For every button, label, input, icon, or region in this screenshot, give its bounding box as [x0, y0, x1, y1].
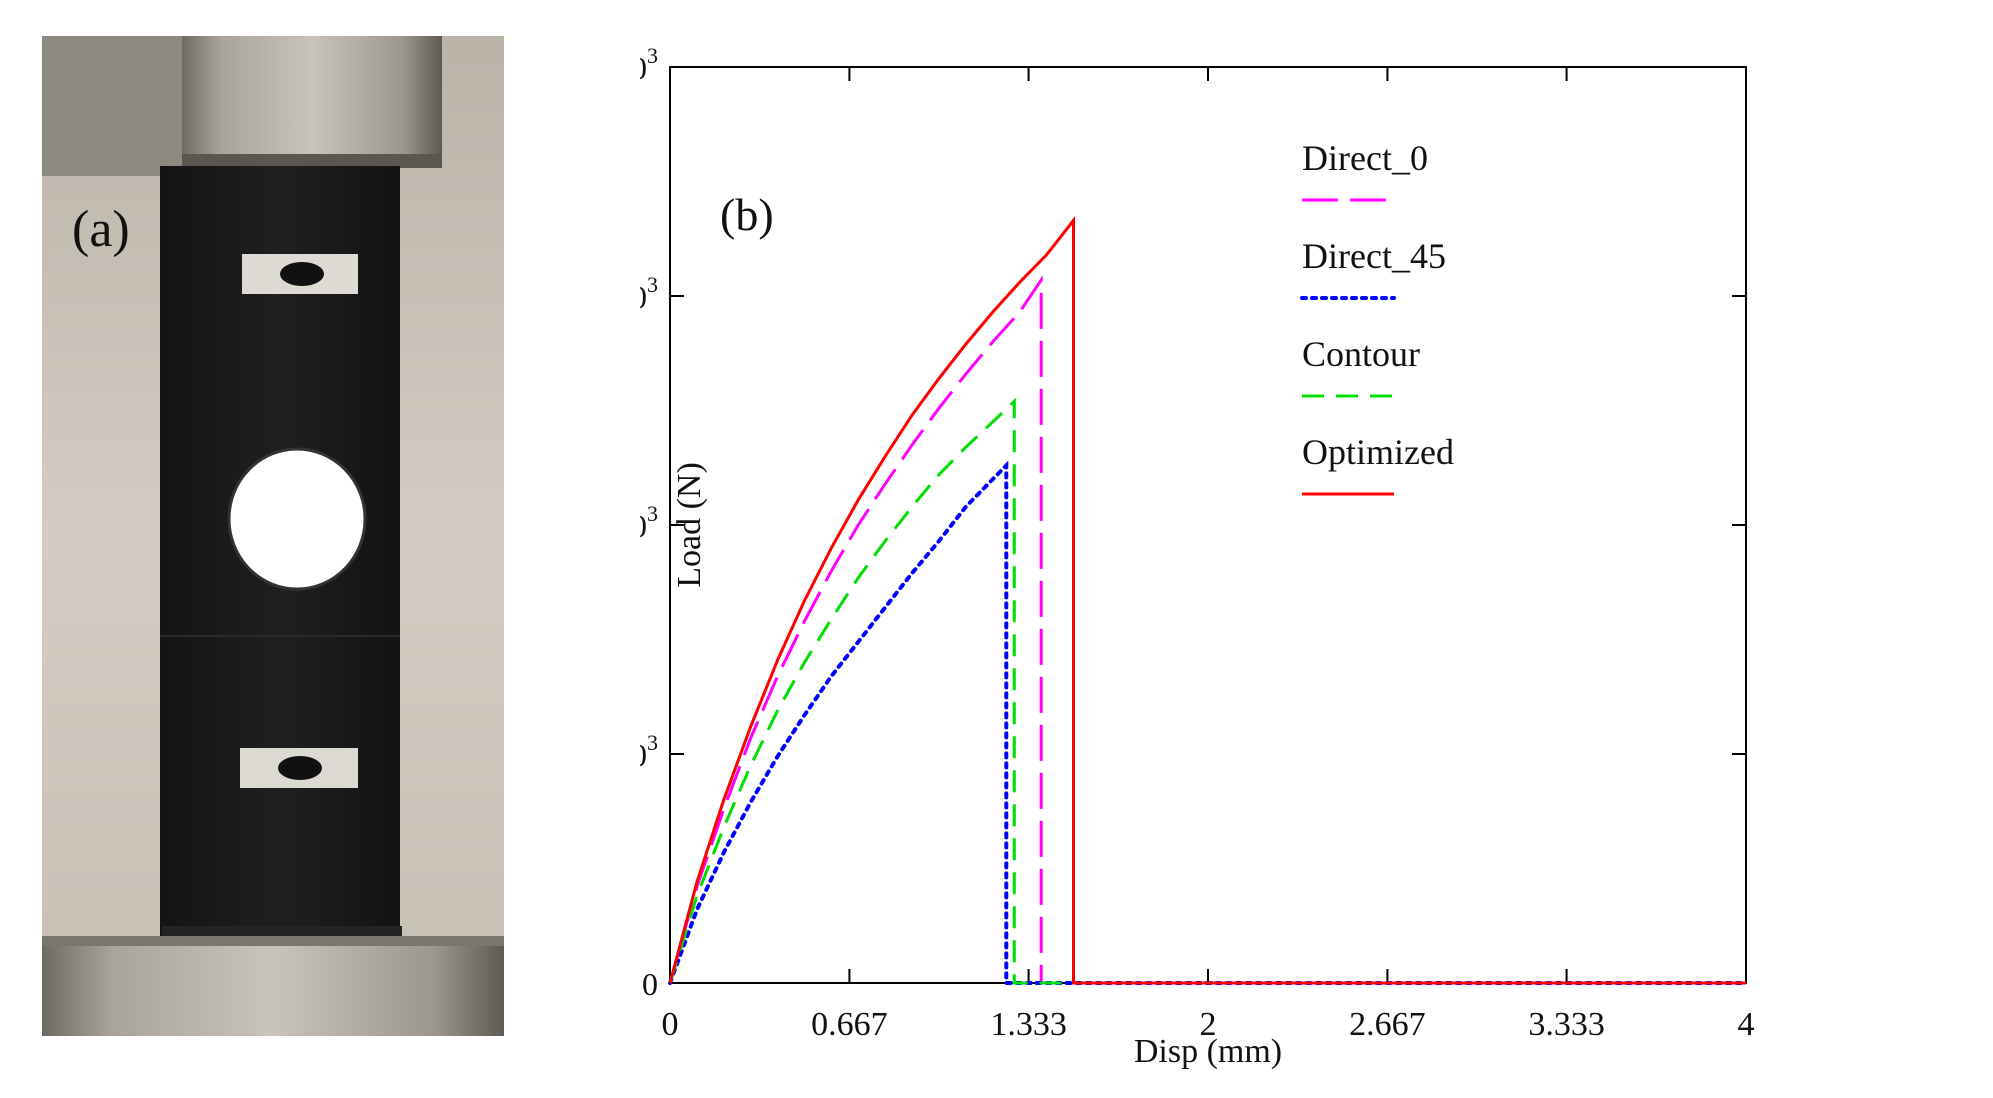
x-tick-label: 4: [1738, 1006, 1755, 1043]
specimen-hole: [227, 447, 367, 591]
y-tick-label: 3×103: [640, 272, 658, 315]
legend-label: Direct_45: [1302, 236, 1446, 276]
panel-a-label: (a): [72, 201, 130, 258]
plot-frame: [669, 66, 1747, 984]
top-grip-edge: [182, 154, 442, 168]
x-tick-label: 0: [662, 1006, 679, 1043]
bottom-grip: [42, 936, 504, 1036]
load-displacement-chart-panel: 0 0.667 1.333 2 2.667 3.333 4 0 1×103 2×103 3×103 4…: [581, 40, 1980, 1090]
gauge-dot-bottom: [278, 756, 322, 780]
top-grip: [182, 36, 442, 166]
series-line-direct-0: [668, 275, 1746, 985]
legend-label: Optimized: [1302, 432, 1454, 472]
load-displacement-chart: 0 0.667 1.333 2 2.667 3.333 4 0 1×103 2×103 3×103 4…: [581, 43, 1755, 1070]
series-lines: [668, 216, 1748, 985]
specimen-photo: (a): [42, 36, 504, 1036]
x-tick-label: 3.333: [1528, 1006, 1605, 1043]
y-tick-label: 1×103: [640, 730, 658, 773]
legend: Direct_0 Direct_45 Contour Optimized: [1300, 138, 1454, 496]
y-tick-label: 4×103: [640, 43, 658, 86]
x-tick-label: 2: [1200, 1006, 1217, 1043]
axis-ticks: 0 0.667 1.333 2 2.667 3.333 4 0 1×103 2×103 3×103 4…: [581, 43, 1755, 1043]
y-tick-label: 2×103: [640, 501, 658, 544]
x-tick-label: 2.667: [1349, 1006, 1426, 1043]
y-axis-label: Load (N): [671, 462, 708, 588]
bottom-grip-edge: [42, 936, 504, 946]
legend-label: Contour: [1302, 334, 1420, 374]
x-tick-label: 1.333: [990, 1006, 1067, 1043]
legend-label: Direct_0: [1302, 138, 1428, 178]
series-line-contour: [668, 397, 1746, 985]
series-line-direct-45: [668, 460, 1748, 985]
x-tick-label: 0.667: [811, 1006, 888, 1043]
panel-b-label: (b): [720, 189, 774, 240]
grip-shadow-left: [42, 36, 192, 176]
specimen-photo-panel: (a): [42, 36, 504, 1036]
gauge-dot-top: [280, 262, 324, 286]
series-line-optimized: [668, 216, 1746, 985]
x-axis-label: Disp (mm): [1134, 1033, 1282, 1070]
y-tick-label: 0: [642, 966, 658, 1002]
